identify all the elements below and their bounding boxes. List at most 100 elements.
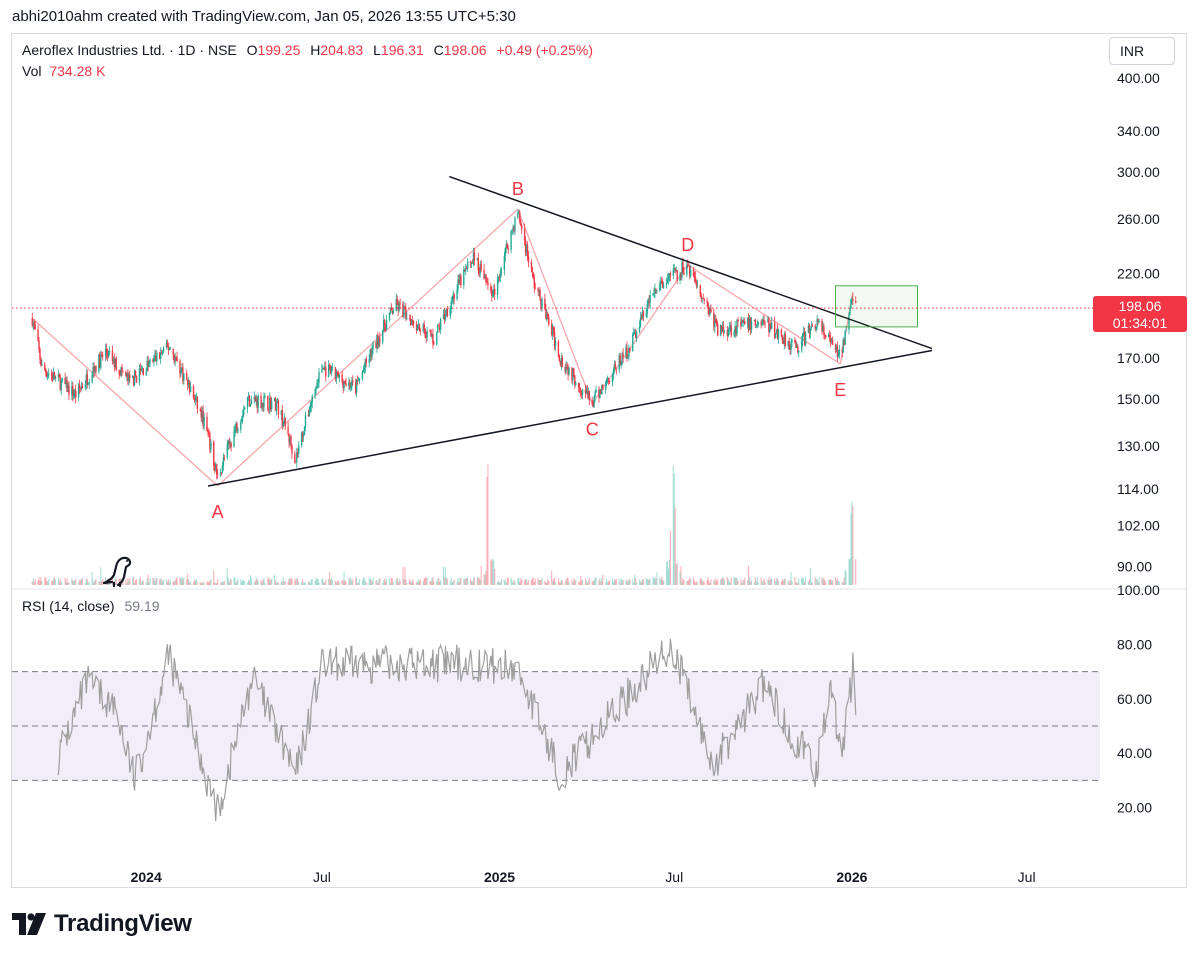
volume-bar [760, 577, 762, 585]
candle-body [490, 285, 492, 291]
volume-bar [531, 578, 533, 585]
candle-body [311, 396, 313, 404]
candle-body [633, 332, 635, 335]
candle-body [331, 367, 334, 369]
candle-body [755, 325, 758, 327]
candle-body [553, 331, 556, 347]
volume-bar [66, 578, 68, 585]
volume-bar [510, 577, 512, 585]
candle-body [406, 318, 408, 320]
currency-button[interactable]: INR [1109, 37, 1175, 65]
candle-body [71, 386, 73, 395]
volume-bar [395, 579, 397, 585]
candle-body [438, 325, 440, 327]
dinosaur-icon[interactable] [102, 556, 132, 588]
candle-body [722, 326, 725, 332]
candle-body [437, 325, 439, 333]
candle-body [364, 359, 367, 369]
volume-bar [628, 579, 630, 585]
volume-bar [409, 578, 411, 585]
candle-body [405, 308, 407, 319]
rsi-label[interactable]: RSI (14, close) [22, 598, 115, 614]
volume-bar [770, 578, 772, 585]
candle-body [702, 297, 704, 299]
volume-bar [506, 578, 508, 585]
support-trendline [207, 349, 933, 487]
volume-bar [371, 581, 373, 585]
volume-bar [499, 582, 502, 585]
tradingview-brand[interactable]: TradingView [12, 910, 192, 938]
candle-body [606, 377, 609, 379]
volume-bar [71, 578, 73, 585]
candle-body [600, 389, 602, 395]
candle-body [757, 321, 759, 325]
volume-bar [449, 581, 451, 585]
candle-body [823, 326, 825, 335]
candle-body [362, 370, 365, 372]
candle-body [270, 401, 273, 410]
candle-body [199, 408, 201, 410]
candle-body [844, 330, 846, 345]
candle-body [412, 321, 415, 325]
volume-value: 734.28 K [49, 63, 106, 79]
candle-body [95, 366, 97, 372]
candle-body [206, 416, 208, 432]
candle-body [487, 282, 489, 286]
candle-body [654, 288, 656, 293]
last-price-tag: 198.06 01:34:01 [1093, 296, 1187, 332]
drawings[interactable] [207, 175, 933, 487]
symbol-title[interactable]: Aeroflex Industries Ltd. · 1D · NSE [22, 42, 237, 58]
candle-body [727, 329, 730, 336]
candle-body [193, 398, 196, 401]
volume-bar [370, 579, 372, 585]
candle-body [59, 377, 61, 390]
candle-body [665, 282, 668, 286]
candle-body [625, 347, 627, 358]
candle-body [410, 319, 413, 325]
candle-body [559, 360, 562, 365]
volume-bar [706, 579, 708, 585]
volume-bar [503, 580, 505, 585]
candle-body [128, 374, 130, 381]
volume-bar [767, 579, 769, 585]
volume-bar [329, 579, 332, 585]
time-tick-label: 2025 [484, 869, 515, 885]
volume-bar [78, 580, 81, 585]
volume-bar [247, 579, 250, 585]
volume-bar [478, 577, 480, 585]
candle-body [47, 373, 50, 375]
volume-bar [372, 577, 374, 585]
candle-body [115, 358, 117, 371]
candle-body [119, 373, 121, 376]
volume-bar [80, 578, 83, 585]
volume-bar [551, 570, 553, 585]
volume-bar [821, 577, 823, 585]
volume-bar [296, 577, 298, 585]
volume-bar [162, 579, 165, 585]
wave-label-d: D [681, 235, 694, 255]
candle-body [568, 367, 570, 375]
candle-body [512, 227, 514, 231]
volume-bar [95, 579, 97, 585]
candle-body [620, 364, 622, 366]
candle-body [638, 326, 641, 333]
candle-body [746, 317, 749, 325]
candle-body [571, 367, 573, 381]
rsi-tick-label: 100.00 [1117, 582, 1160, 598]
candle-body [219, 472, 222, 475]
volume-bar [620, 578, 622, 585]
volume-bar [592, 580, 594, 585]
volume-bar [416, 582, 419, 585]
volume-bar [681, 581, 683, 585]
candle-body [564, 366, 566, 372]
candle-body [688, 265, 690, 267]
candle-body [531, 267, 534, 273]
volume-bar [512, 582, 514, 585]
candle-body [228, 441, 230, 444]
volume-bar [740, 580, 742, 585]
candle-body [267, 395, 269, 409]
volume-bar [316, 578, 318, 585]
volume-bar [652, 577, 654, 585]
volume-bar [37, 579, 39, 585]
